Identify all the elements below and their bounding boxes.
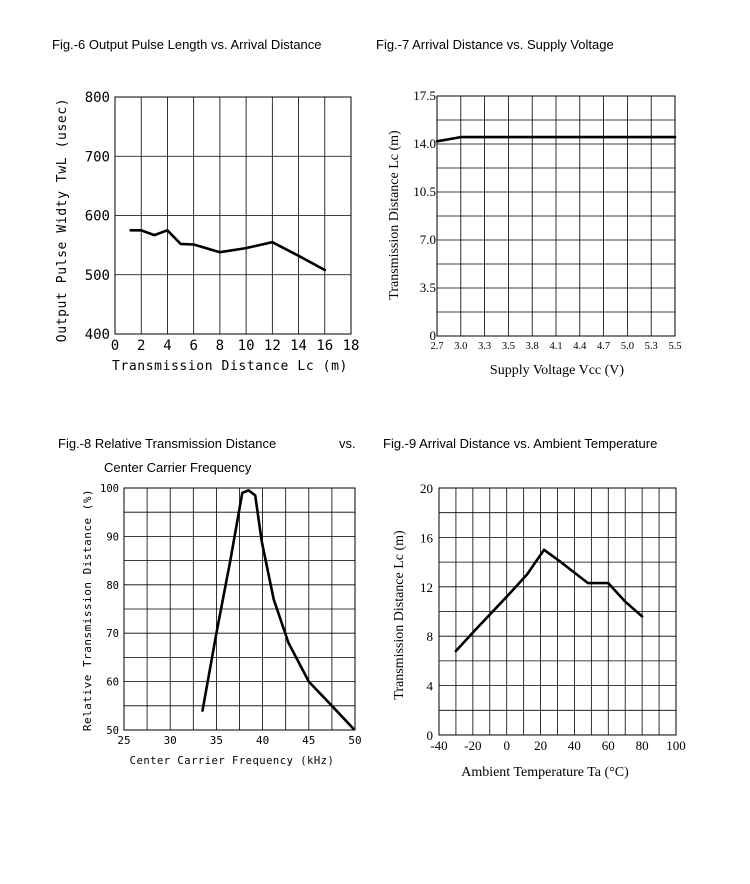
fig7-x-tick-label: 3.5 [502,341,515,352]
fig7-y-tick-label: 17.5 [413,88,436,103]
fig6-x-tick-label: 6 [189,338,197,354]
fig9-x-ticks: -40 -20 0 20 40 60 80 100 [430,738,685,753]
fig6-x-tick-label: 2 [137,338,145,354]
fig8-chart: Fig.-8 Relative Transmission Distance vs… [58,436,362,767]
fig6-y-tick-label: 800 [85,90,110,106]
fig7-series-line [435,135,677,143]
fig6-x-tick-label: 8 [216,338,224,354]
fig8-x-axis-label: Center Carrier Frequency (kHz) [130,755,335,767]
fig8-y-tick-label: 70 [106,628,119,640]
fig7-grid [436,95,676,337]
fig7-x-tick-label: 3.8 [526,341,539,352]
fig8-subtitle: Center Carrier Frequency [104,460,252,475]
fig6-frame [114,96,352,335]
fig9-y-tick-label: 16 [420,530,434,545]
fig7-y-ticks: 0 3.5 7.0 10.5 14.0 17.5 [413,88,436,343]
fig6-title: Fig.-6 Output Pulse Length vs. Arrival D… [52,37,322,52]
fig6-y-tick-label: 700 [85,149,110,165]
fig9-y-axis-label: Transmission Distance Lc (m) [392,530,407,700]
fig9-x-tick-label: -20 [464,738,481,753]
fig8-y-tick-label: 60 [106,677,119,689]
fig7-x-ticks: 2.7 3.0 3.3 3.5 3.8 4.1 4.4 4.7 5.0 5.3 5.5 [430,341,681,352]
fig9-x-tick-label: 0 [503,738,510,753]
fig8-x-ticks: 25 30 35 40 45 50 [117,734,361,747]
fig6-x-tick-label: 0 [111,338,119,354]
fig7-chart: Fig.-7 Arrival Distance vs. Supply Volta… [376,37,682,378]
fig9-x-tick-label: 80 [636,738,649,753]
fig8-y-ticks: 50 60 70 80 90 100 [100,483,119,737]
fig8-x-tick-label: 30 [164,734,177,747]
fig6-y-tick-label: 400 [85,327,110,343]
fig9-x-axis-label: Ambient Temperature Ta (°C) [461,765,629,780]
fig7-y-tick-label: 14.0 [413,136,436,151]
fig9-series-line [454,548,644,653]
fig9-y-ticks: 0 4 8 12 16 20 [420,481,434,743]
fig6-x-tick-label: 10 [238,338,255,354]
fig7-x-tick-label: 4.4 [573,341,587,352]
fig9-x-tick-label: 20 [534,738,547,753]
fig7-y-axis-label: Transmission Distance Lc (m) [387,130,402,300]
fig7-x-tick-label: 2.7 [430,341,443,352]
fig8-y-axis-label: Relative Transmission Distance (%) [81,489,94,731]
fig7-title: Fig.-7 Arrival Distance vs. Supply Volta… [376,37,614,52]
fig7-x-tick-label: 5.5 [668,341,681,352]
fig8-y-tick-label: 90 [106,531,119,543]
fig9-grid [438,487,677,736]
fig9-x-tick-label: 60 [602,738,615,753]
fig9-frame [438,487,677,736]
fig8-frame [123,487,356,731]
fig7-x-tick-label: 4.1 [549,341,562,352]
fig9-x-tick-label: 40 [568,738,581,753]
fig7-y-tick-label: 3.5 [420,280,436,295]
fig8-series-line [201,489,355,730]
fig7-frame [436,95,676,337]
fig7-x-tick-label: 3.3 [478,341,491,352]
fig8-x-tick-label: 35 [210,734,223,747]
fig8-y-tick-label: 100 [100,483,119,495]
fig7-x-tick-label: 3.0 [454,341,467,352]
fig8-x-tick-label: 45 [302,734,315,747]
fig7-y-tick-label: 7.0 [420,232,436,247]
fig7-x-tick-label: 5.3 [645,341,658,352]
fig9-y-tick-label: 20 [420,481,433,496]
fig6-y-ticks: 400 500 600 700 800 [85,90,110,343]
fig6-x-tick-label: 18 [343,338,360,354]
fig7-x-tick-label: 5.0 [621,341,634,352]
fig7-x-axis-label: Supply Voltage Vcc (V) [490,363,624,378]
fig6-y-axis-label: Output Pulse Widty TwL (usec) [55,98,70,342]
fig6-series-line [129,229,327,272]
fig6-x-tick-label: 14 [290,338,307,354]
fig9-title: Fig.-9 Arrival Distance vs. Ambient Temp… [383,436,657,451]
fig9-y-tick-label: 0 [427,728,434,743]
fig8-title: Fig.-8 Relative Transmission Distance [58,436,276,451]
fig8-x-tick-label: 40 [256,734,269,747]
fig6-x-tick-label: 16 [316,338,333,354]
fig9-x-tick-label: 100 [666,738,686,753]
fig6-y-tick-label: 500 [85,268,110,284]
fig6-x-axis-label: Transmission Distance Lc (m) [112,359,348,374]
fig8-x-tick-label: 25 [117,734,130,747]
fig8-title-vs: vs. [339,436,356,451]
fig7-y-tick-label: 0 [430,328,437,343]
fig6-x-ticks: 0 2 4 6 8 10 12 14 16 18 [111,338,360,354]
fig8-y-tick-label: 50 [106,725,119,737]
fig8-y-tick-label: 80 [106,580,119,592]
fig8-x-tick-label: 50 [348,734,361,747]
fig9-y-tick-label: 8 [427,629,434,644]
fig6-x-tick-label: 4 [163,338,171,354]
fig9-y-tick-label: 4 [427,679,434,694]
fig6-x-tick-label: 12 [264,338,281,354]
fig6-chart: Fig.-6 Output Pulse Length vs. Arrival D… [52,37,359,374]
fig9-x-tick-label: -40 [430,738,447,753]
fig7-y-tick-label: 10.5 [413,184,436,199]
fig7-x-tick-label: 4.7 [597,341,610,352]
fig9-y-tick-label: 12 [420,580,433,595]
fig6-grid [114,96,352,335]
fig9-chart: Fig.-9 Arrival Distance vs. Ambient Temp… [383,436,686,780]
fig6-y-tick-label: 600 [85,209,110,225]
